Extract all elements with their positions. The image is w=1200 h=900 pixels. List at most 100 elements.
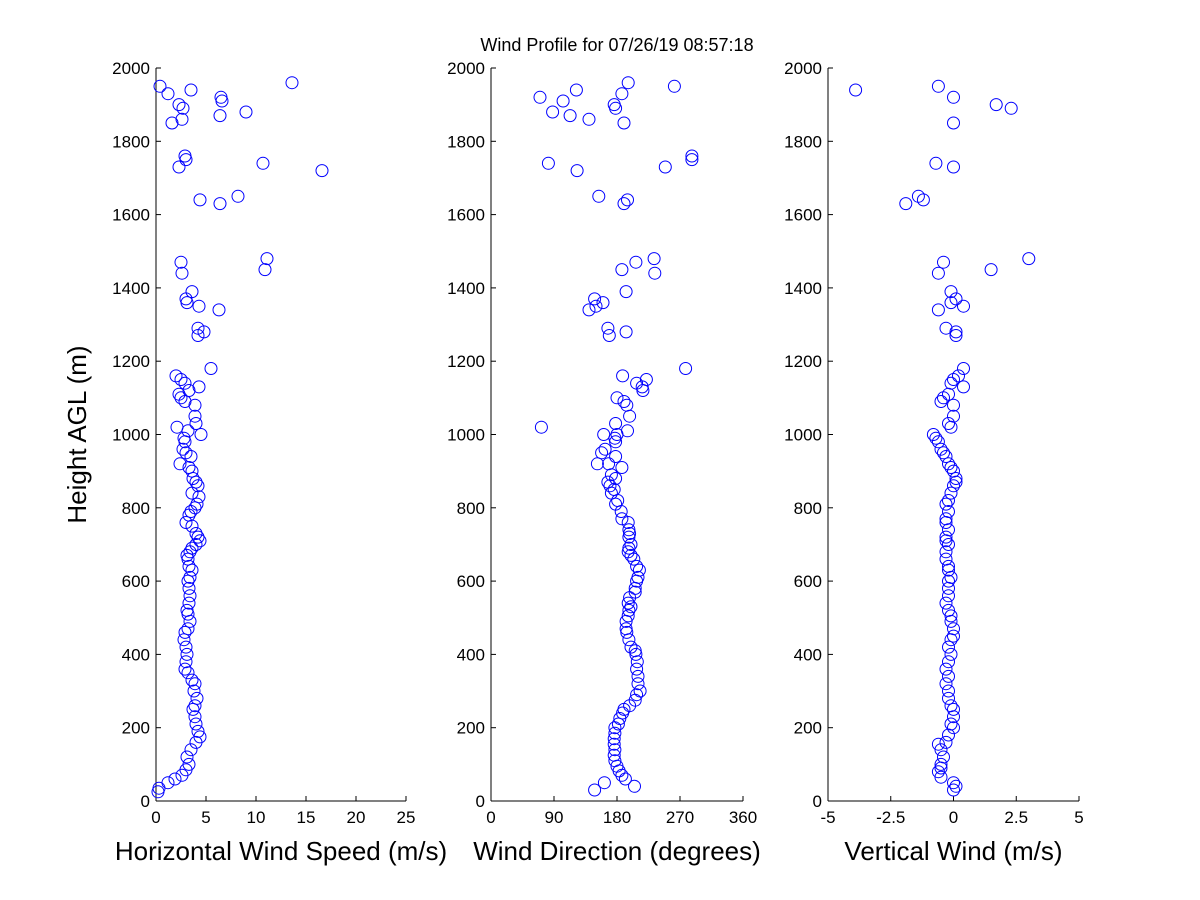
data-point [180, 296, 194, 310]
data-point [931, 79, 945, 93]
data-point [189, 527, 203, 540]
data-point [204, 362, 218, 375]
data-point [597, 428, 611, 441]
horizontal-wind-speed-panel: 0 200 400 600 800 1000 1200 1400 1600 1800 2000 0 5 1… [62, 59, 447, 866]
data-point [189, 417, 203, 430]
data-point [172, 98, 186, 112]
data-point [939, 516, 953, 529]
data-point [619, 325, 633, 339]
y-tick-label: 0 [813, 792, 822, 811]
data-point [541, 156, 555, 170]
data-point [609, 435, 623, 449]
data-point [942, 505, 955, 518]
data-point [618, 772, 632, 786]
data-point [179, 640, 193, 654]
data-point [630, 574, 644, 588]
data-point [260, 252, 274, 266]
data-point [624, 548, 638, 562]
data-point [183, 614, 197, 628]
data-point [172, 160, 186, 174]
data-point [546, 105, 560, 119]
data-point [187, 684, 201, 698]
data-point [181, 666, 195, 680]
data-point [944, 296, 958, 310]
data-point [184, 743, 198, 757]
data-point [189, 735, 203, 749]
data-point [213, 109, 227, 123]
data-point [939, 530, 953, 544]
y-tick-label: 1400 [112, 279, 150, 298]
data-point [590, 457, 604, 471]
data-point [617, 197, 631, 211]
data-point [179, 655, 193, 669]
data-point [595, 446, 609, 460]
y-tick-label: 600 [122, 572, 150, 591]
x-axis-label: Wind Direction (degrees) [473, 836, 761, 866]
data-point [944, 420, 958, 434]
data-point [192, 490, 206, 504]
data-point [191, 724, 205, 738]
data-point [947, 783, 960, 797]
data-point [929, 156, 943, 170]
data-point [184, 505, 198, 518]
data-point [582, 303, 596, 317]
data-point [189, 538, 203, 551]
data-point [153, 79, 167, 93]
data-point [185, 563, 199, 577]
data-point [942, 640, 955, 654]
x-tick-label: 270 [666, 808, 694, 827]
data-point [556, 94, 570, 108]
data-point [942, 728, 955, 742]
y-tick-label: 200 [457, 719, 485, 738]
data-point [934, 761, 948, 775]
data-point [607, 732, 621, 746]
data-point [942, 563, 955, 577]
x-tick-label: -2.5 [876, 808, 905, 827]
data-point [178, 625, 192, 639]
data-point [191, 329, 205, 342]
data-point [258, 263, 272, 277]
data-point [177, 633, 191, 647]
y-tick-label: 200 [794, 719, 822, 738]
data-point [596, 296, 610, 310]
x-tick-label: 360 [729, 808, 757, 827]
data-point [630, 662, 644, 676]
data-point [947, 629, 960, 643]
data-point [182, 508, 196, 522]
data-point [609, 417, 623, 430]
data-point [621, 596, 635, 610]
data-point [849, 83, 863, 97]
data-point [629, 647, 643, 661]
data-point [944, 699, 958, 713]
data-point [947, 116, 960, 130]
data-point [944, 461, 958, 474]
x-axis-label: Vertical Wind (m/s) [844, 836, 1062, 866]
y-tick-label: 1400 [784, 279, 822, 298]
data-point [631, 669, 645, 683]
y-tick-label: 200 [122, 719, 150, 738]
data-point [615, 512, 629, 526]
x-tick-label: 0 [486, 808, 495, 827]
data-point [165, 116, 179, 130]
data-point [934, 757, 948, 771]
data-point [931, 266, 945, 280]
data-point [569, 83, 583, 97]
data-point [619, 614, 633, 628]
data-point [899, 197, 913, 211]
data-point [624, 640, 638, 654]
y-tick-label: 1400 [447, 279, 485, 298]
data-point [621, 76, 635, 90]
data-point [176, 442, 190, 456]
data-point [931, 435, 945, 449]
data-point [939, 321, 953, 335]
data-point [315, 164, 329, 178]
data-point [185, 519, 199, 533]
data-point [182, 559, 196, 573]
data-point [620, 625, 634, 639]
data-point [942, 684, 955, 698]
data-point [616, 369, 630, 383]
data-point [192, 380, 206, 394]
data-point [180, 750, 194, 764]
data-point [174, 373, 188, 386]
